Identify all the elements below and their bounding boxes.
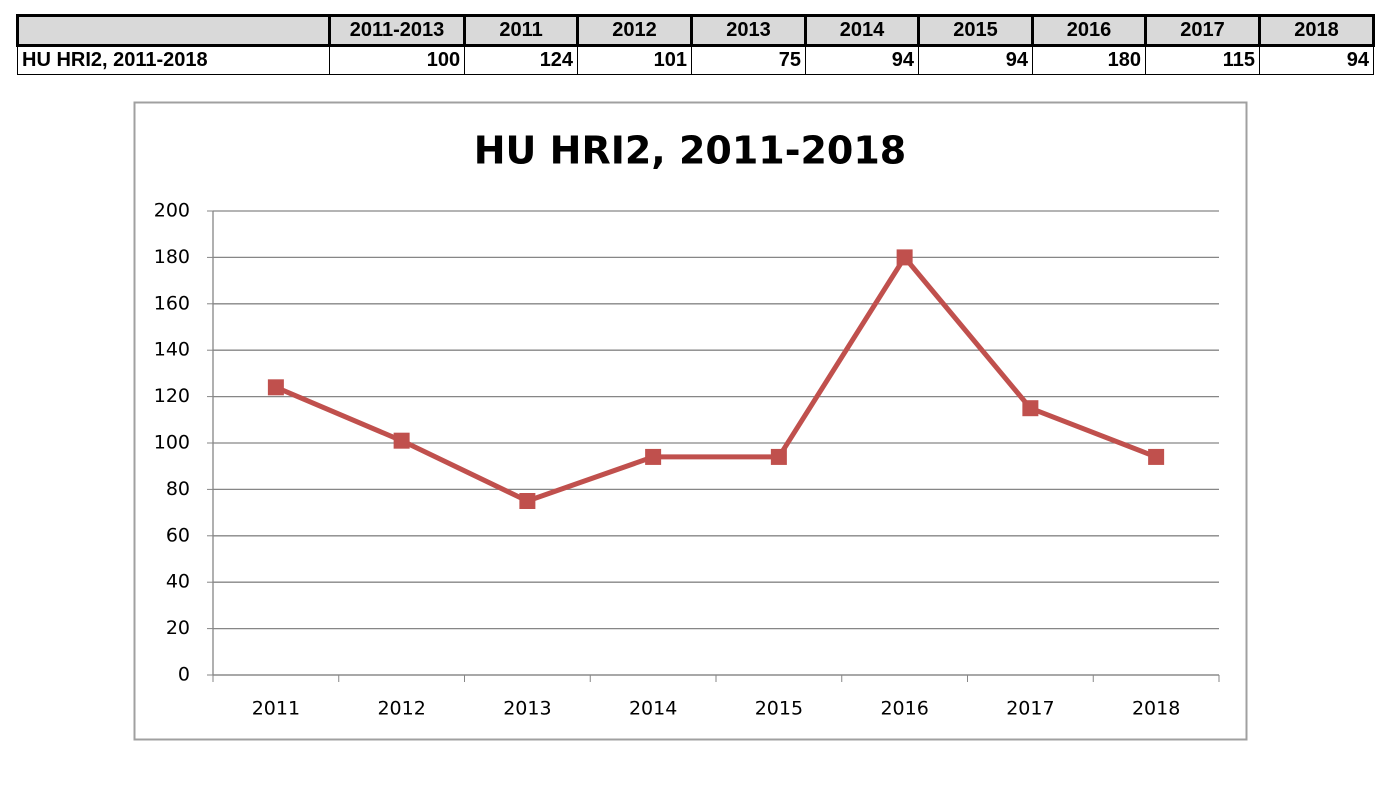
table-cell: 94: [804, 45, 920, 75]
y-tick-label: 140: [154, 339, 190, 361]
y-tick-label: 160: [154, 292, 190, 314]
column-header: 2014: [803, 14, 921, 47]
header-row: 2011-2013 2011 2012 2013 2014 2015 2016 2017 201…: [16, 14, 1375, 47]
data-table: 2011-2013 2011 2012 2013 2014 2015 2016 2017 201…: [16, 14, 1375, 75]
x-tick-label: 2015: [755, 698, 803, 720]
data-marker: [1022, 400, 1039, 417]
column-header: 2015: [917, 14, 1034, 47]
table-cell: 100: [328, 45, 466, 75]
data-marker: [645, 448, 662, 465]
x-tick-label: 2018: [1132, 698, 1180, 720]
table-cell: 94: [1258, 45, 1375, 75]
y-tick-label: 80: [166, 478, 190, 500]
y-tick-label: 20: [166, 617, 190, 639]
column-header: 2013: [690, 14, 807, 47]
x-tick-label: 2017: [1006, 698, 1054, 720]
y-tick-label: 0: [178, 664, 190, 686]
data-line: [274, 254, 1158, 504]
x-tick-label: 2014: [629, 698, 677, 720]
x-tick-label: 2013: [503, 698, 551, 720]
column-header: 2016: [1030, 14, 1148, 47]
x-tick-label: 2012: [377, 698, 425, 720]
data-marker: [519, 493, 536, 509]
table-cell: 124: [464, 45, 579, 75]
column-header: 2018: [1257, 14, 1375, 47]
column-header: 2011-2013: [327, 14, 467, 47]
x-tick-label: 2011: [252, 698, 300, 720]
column-header: 2017: [1144, 14, 1261, 47]
data-marker: [1148, 448, 1165, 465]
empty-cell: [16, 14, 331, 47]
table-cell: 94: [918, 45, 1033, 75]
y-tick-label: 40: [166, 571, 190, 593]
data-marker: [267, 379, 284, 396]
data-marker: [393, 432, 410, 449]
table-cell: 101: [577, 45, 693, 75]
chart-frame: [133, 101, 1248, 741]
x-tick-label: 2016: [880, 698, 928, 720]
chart-title: HU HRI2, 2011-2018: [474, 129, 907, 173]
y-tick-label: 100: [154, 432, 190, 454]
table-cell: 75: [691, 45, 806, 75]
y-tick-label: 200: [154, 200, 190, 222]
y-tick-label: 60: [166, 524, 190, 546]
column-header: 2011: [463, 14, 580, 47]
column-header: 2012: [576, 14, 694, 47]
data-marker: [770, 448, 787, 465]
y-tick-label: 180: [154, 246, 190, 268]
row-label: HU HRI2, 2011-2018: [17, 45, 330, 75]
data-marker: [896, 249, 913, 266]
data-row: HU HRI2, 2011-2018 100 124 101 75 94 94 180 115 9…: [17, 45, 1375, 75]
y-tick-label: 120: [154, 385, 190, 407]
table-cell: 180: [1031, 45, 1147, 75]
table-cell: 115: [1145, 45, 1260, 75]
